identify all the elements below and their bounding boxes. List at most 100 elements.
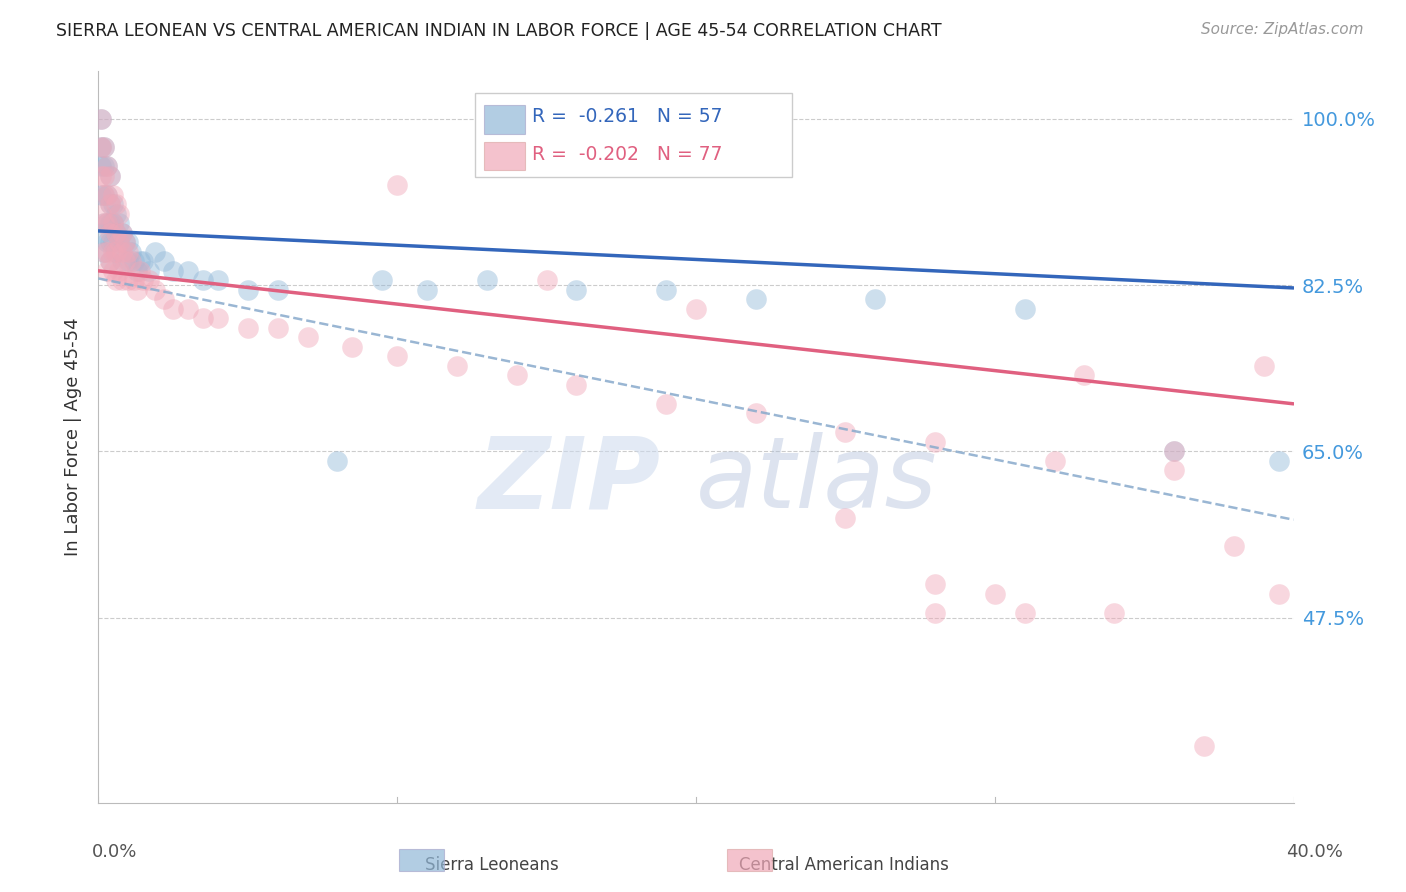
Point xyxy=(96,244,118,259)
Point xyxy=(90,226,112,240)
Point xyxy=(96,264,118,278)
Point xyxy=(655,397,678,411)
Point xyxy=(1014,301,1036,316)
Point xyxy=(105,197,128,211)
Point xyxy=(105,244,128,259)
Point xyxy=(1267,454,1289,468)
Point xyxy=(90,159,112,173)
Point xyxy=(207,311,229,326)
Point xyxy=(536,273,558,287)
Point xyxy=(236,283,259,297)
Point xyxy=(834,425,856,440)
Point xyxy=(385,349,409,363)
Point xyxy=(103,244,125,259)
Point xyxy=(143,283,166,297)
Y-axis label: In Labor Force | Age 45-54: In Labor Force | Age 45-54 xyxy=(63,318,82,557)
Point xyxy=(108,207,131,221)
Point xyxy=(90,207,112,221)
Point xyxy=(103,197,125,211)
Point xyxy=(98,254,122,268)
Point xyxy=(117,254,139,268)
Point xyxy=(98,197,122,211)
Point xyxy=(96,187,118,202)
Text: R =  -0.261   N = 57: R = -0.261 N = 57 xyxy=(533,107,723,126)
Point xyxy=(129,254,152,268)
Point xyxy=(103,216,125,230)
Point xyxy=(120,254,142,268)
Point xyxy=(267,321,290,335)
Point xyxy=(124,254,146,268)
Point xyxy=(924,577,946,591)
Point xyxy=(565,377,588,392)
Point xyxy=(132,273,155,287)
Point xyxy=(1014,606,1036,620)
Point xyxy=(98,226,122,240)
Point xyxy=(108,235,131,250)
Point xyxy=(93,140,115,154)
Point xyxy=(105,226,128,240)
Point xyxy=(105,273,128,287)
Point xyxy=(93,216,115,230)
Point xyxy=(117,244,139,259)
Point xyxy=(162,301,184,316)
Point xyxy=(162,264,184,278)
Point xyxy=(90,112,112,126)
Point xyxy=(1104,606,1126,620)
Point xyxy=(90,187,112,202)
Point xyxy=(108,235,131,250)
Point xyxy=(129,264,152,278)
Point xyxy=(834,511,856,525)
Text: ZIP: ZIP xyxy=(477,433,661,530)
FancyBboxPatch shape xyxy=(485,105,524,134)
Point xyxy=(371,273,394,287)
Point xyxy=(108,216,131,230)
Point xyxy=(191,273,214,287)
Point xyxy=(93,169,115,183)
Point xyxy=(475,273,498,287)
Point xyxy=(98,216,122,230)
Point xyxy=(117,273,139,287)
Point xyxy=(90,140,112,154)
Point xyxy=(207,273,229,287)
Point xyxy=(111,244,134,259)
Text: Sierra Leoneans: Sierra Leoneans xyxy=(425,856,560,874)
Point xyxy=(143,244,166,259)
Point xyxy=(93,187,115,202)
Point xyxy=(90,112,112,126)
Point xyxy=(93,244,115,259)
Point xyxy=(1163,444,1185,458)
Point xyxy=(153,293,176,307)
Point xyxy=(105,226,128,240)
Point xyxy=(655,283,678,297)
Point xyxy=(177,264,200,278)
Point xyxy=(114,235,136,250)
Point xyxy=(114,235,136,250)
Point xyxy=(96,216,118,230)
Point xyxy=(1192,739,1215,753)
Point xyxy=(117,235,139,250)
Point xyxy=(111,226,134,240)
Point xyxy=(1223,539,1246,553)
Point xyxy=(326,454,349,468)
Point xyxy=(342,340,364,354)
Point xyxy=(105,207,128,221)
Point xyxy=(105,244,128,259)
Point xyxy=(1043,454,1066,468)
Point xyxy=(132,254,155,268)
Point xyxy=(745,406,768,420)
Point xyxy=(103,264,125,278)
Point xyxy=(138,273,160,287)
Point xyxy=(1253,359,1275,373)
Point xyxy=(96,159,118,173)
Text: Central American Indians: Central American Indians xyxy=(738,856,949,874)
Point xyxy=(1163,463,1185,477)
Text: SIERRA LEONEAN VS CENTRAL AMERICAN INDIAN IN LABOR FORCE | AGE 45-54 CORRELATION: SIERRA LEONEAN VS CENTRAL AMERICAN INDIA… xyxy=(56,22,942,40)
Point xyxy=(90,140,112,154)
Text: 40.0%: 40.0% xyxy=(1286,843,1343,861)
Text: Source: ZipAtlas.com: Source: ZipAtlas.com xyxy=(1201,22,1364,37)
Point xyxy=(297,330,319,344)
Point xyxy=(98,254,122,268)
Point xyxy=(98,169,122,183)
Point xyxy=(103,235,125,250)
Point xyxy=(108,264,131,278)
